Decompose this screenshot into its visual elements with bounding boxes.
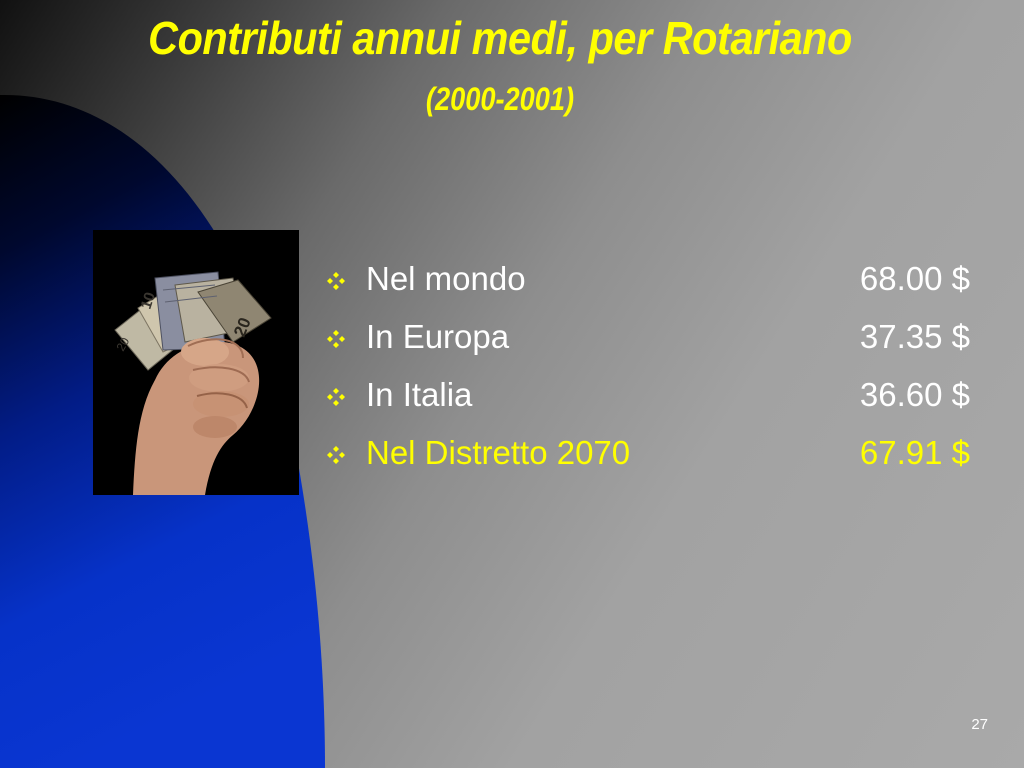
item-value: 37.35 $ (859, 318, 970, 355)
item-label: Nel Distretto 2070 (366, 434, 631, 471)
page-number: 27 (971, 716, 988, 733)
list-item-in-italia: In Italia 36.60 $ (326, 366, 986, 424)
svg-text:10: 10 (138, 290, 159, 311)
slide-subtitle: (2000-2001) (425, 81, 575, 117)
banknotes-icon: 10 20 20 (113, 271, 272, 371)
list-item-nel-mondo: Nel mondo 68.00 $ (326, 250, 986, 308)
item-label: In Italia (366, 376, 473, 413)
item-label: In Europa (366, 318, 510, 355)
item-value: 68.00 $ (859, 260, 970, 297)
svg-text:20: 20 (113, 335, 132, 354)
item-label: Nel mondo (366, 260, 526, 297)
item-value: 67.91 $ (859, 434, 970, 471)
slide-title: Contributi annui medi, per Rotariano (148, 12, 852, 64)
four-diamond-bullet-icon (327, 446, 345, 464)
hand-holding-banknotes-image: 10 20 20 (93, 230, 299, 495)
four-diamond-bullet-icon (327, 388, 345, 406)
four-diamond-bullet-icon (327, 272, 345, 290)
four-diamond-bullet-icon (327, 330, 345, 348)
list-item-nel-distretto-2070: Nel Distretto 2070 67.91 $ (326, 424, 986, 482)
contributions-list: Nel mondo 68.00 $ In Europa 37.35 $ In I… (326, 250, 986, 482)
item-value: 36.60 $ (859, 376, 970, 413)
list-item-in-europa: In Europa 37.35 $ (326, 308, 986, 366)
hand-icon (133, 338, 260, 495)
